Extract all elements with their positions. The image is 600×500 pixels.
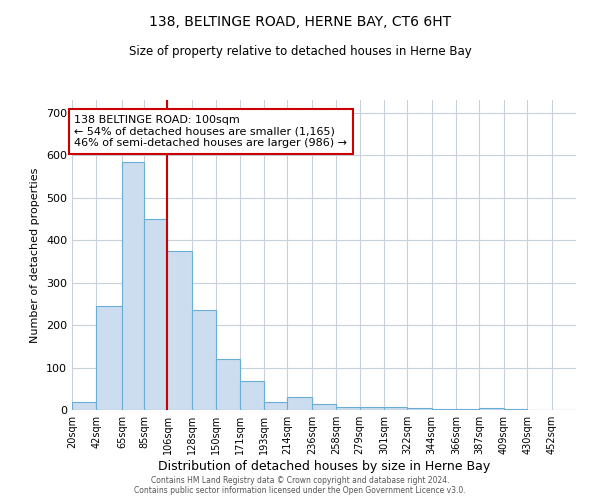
Bar bbox=[264, 402, 287, 410]
Bar bbox=[217, 359, 239, 410]
Bar bbox=[407, 408, 431, 410]
Bar bbox=[312, 404, 336, 410]
Text: Size of property relative to detached houses in Herne Bay: Size of property relative to detached ho… bbox=[128, 45, 472, 58]
Bar bbox=[72, 402, 97, 410]
Bar bbox=[287, 398, 312, 410]
Bar bbox=[479, 408, 504, 410]
Bar bbox=[359, 408, 384, 410]
Bar bbox=[122, 162, 144, 410]
Text: Contains HM Land Registry data © Crown copyright and database right 2024.
Contai: Contains HM Land Registry data © Crown c… bbox=[134, 476, 466, 495]
Bar bbox=[144, 219, 167, 410]
X-axis label: Distribution of detached houses by size in Herne Bay: Distribution of detached houses by size … bbox=[158, 460, 490, 473]
Bar bbox=[192, 310, 217, 410]
Bar bbox=[336, 406, 359, 410]
Y-axis label: Number of detached properties: Number of detached properties bbox=[31, 168, 40, 342]
Bar bbox=[504, 409, 527, 410]
Bar bbox=[456, 409, 479, 410]
Text: 138 BELTINGE ROAD: 100sqm
← 54% of detached houses are smaller (1,165)
46% of se: 138 BELTINGE ROAD: 100sqm ← 54% of detac… bbox=[74, 115, 347, 148]
Bar bbox=[239, 381, 264, 410]
Text: 138, BELTINGE ROAD, HERNE BAY, CT6 6HT: 138, BELTINGE ROAD, HERNE BAY, CT6 6HT bbox=[149, 15, 451, 29]
Bar bbox=[431, 408, 456, 410]
Bar bbox=[384, 407, 407, 410]
Bar bbox=[167, 251, 192, 410]
Bar bbox=[97, 306, 122, 410]
